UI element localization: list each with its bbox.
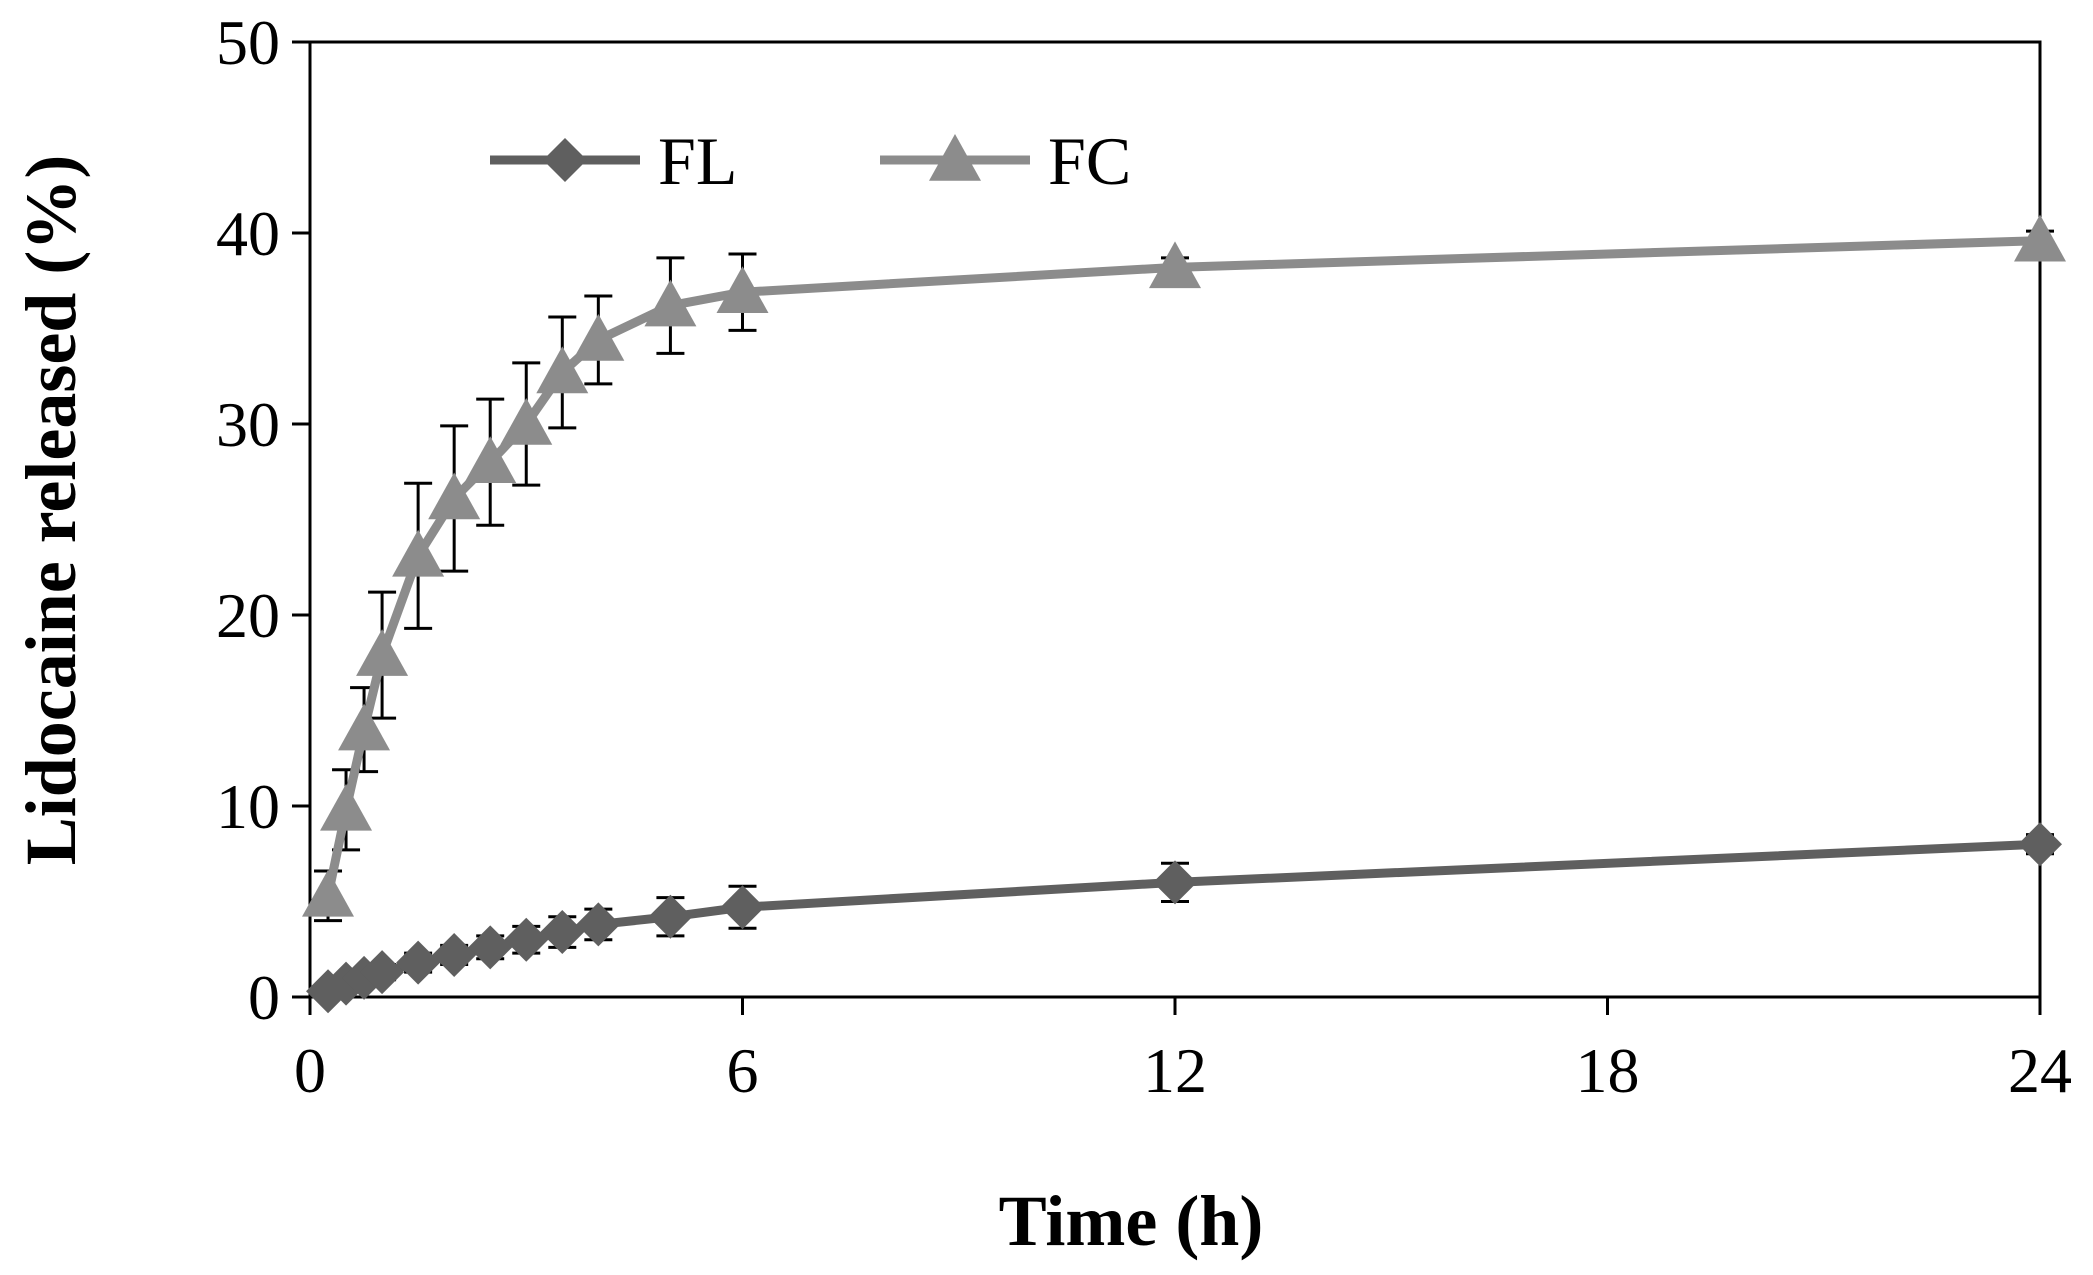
- x-tick-label: 6: [727, 1035, 759, 1106]
- x-tick-label: 0: [294, 1035, 326, 1106]
- y-tick-label: 50: [216, 7, 280, 78]
- data-point-fl: [540, 910, 585, 955]
- legend: FL FC: [490, 123, 1131, 199]
- y-axis-title: Lidocaine released (%): [11, 155, 91, 866]
- series-layer: [302, 214, 2066, 1014]
- data-point-fl: [2018, 822, 2062, 867]
- y-tick-label: 10: [216, 771, 280, 842]
- data-point-fl: [468, 925, 513, 970]
- data-point-fc: [1149, 241, 1201, 289]
- data-point-fc: [338, 703, 391, 751]
- data-point-fc: [464, 436, 517, 483]
- data-point-fc: [2014, 214, 2066, 262]
- y-tick-label: 30: [216, 389, 280, 460]
- y-tick-label: 0: [248, 962, 280, 1033]
- data-point-fc: [572, 313, 625, 361]
- data-point-fl: [504, 917, 549, 962]
- data-point-fc: [536, 346, 589, 394]
- y-tick-label: 20: [216, 580, 280, 651]
- data-point-fl: [432, 932, 477, 977]
- data-point-fl: [396, 940, 441, 985]
- x-axis-title: Time (h): [999, 1181, 1264, 1261]
- legend-label-fl: FL: [658, 123, 737, 199]
- data-point-fc: [392, 529, 445, 577]
- legend-marker-fl: [543, 138, 587, 182]
- x-tick-label: 12: [1143, 1035, 1207, 1106]
- y-tick-label: 40: [216, 198, 280, 269]
- data-point-fc: [716, 266, 769, 314]
- data-point-fl: [360, 950, 405, 995]
- data-point-fc: [644, 279, 697, 327]
- x-tick-label: 24: [2008, 1035, 2072, 1106]
- series-fl: [306, 822, 2062, 1014]
- data-point-fc: [500, 398, 553, 445]
- legend-marker-fc: [929, 134, 981, 181]
- data-point-fc: [302, 869, 355, 917]
- legend-label-fc: FC: [1048, 123, 1131, 199]
- data-point-fl: [576, 902, 621, 947]
- x-tick-label: 18: [1576, 1035, 1640, 1106]
- data-point-fl: [648, 894, 693, 939]
- data-point-fl: [720, 885, 765, 930]
- data-point-fl: [1153, 860, 1197, 905]
- data-point-fc: [356, 629, 409, 676]
- data-point-fc: [320, 783, 373, 831]
- series-fc: [302, 214, 2066, 923]
- data-point-fc: [428, 472, 481, 520]
- axes: 0 10 20 30 40 50 0 6 12 18 24: [216, 7, 2072, 1106]
